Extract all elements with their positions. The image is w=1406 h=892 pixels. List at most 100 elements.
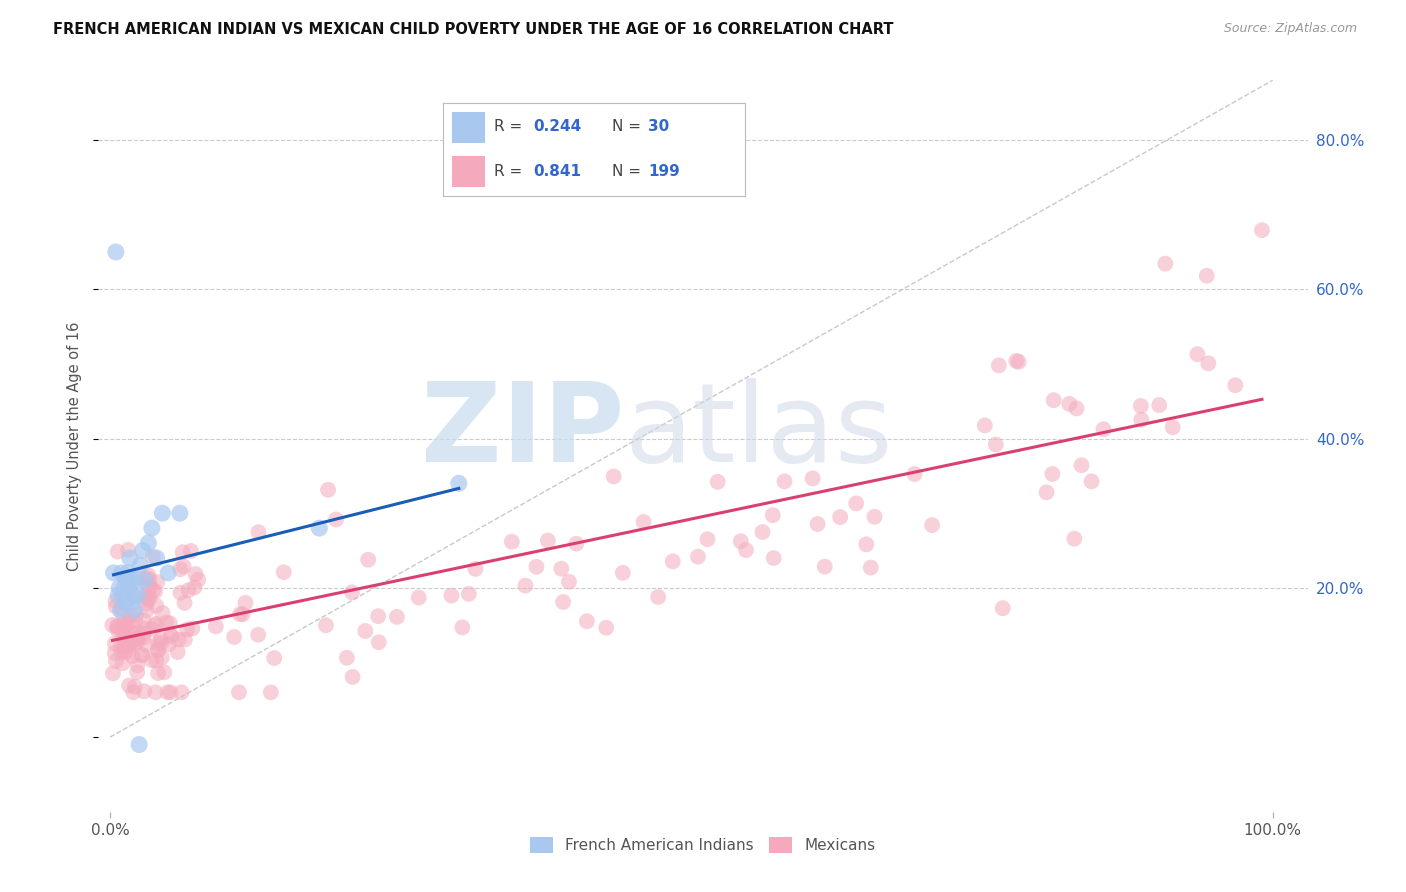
Point bbox=[987, 359, 1010, 373]
Text: atlas: atlas bbox=[624, 378, 893, 485]
Point bbox=[124, 614, 146, 628]
Point bbox=[1066, 401, 1088, 416]
Point bbox=[114, 644, 136, 658]
Point bbox=[172, 545, 194, 559]
Point bbox=[111, 601, 134, 615]
Point bbox=[153, 665, 176, 680]
Point bbox=[173, 632, 195, 647]
Point bbox=[114, 619, 136, 633]
Point bbox=[107, 544, 129, 558]
Point bbox=[565, 537, 588, 551]
Point bbox=[127, 631, 149, 645]
Point bbox=[129, 558, 152, 573]
Point bbox=[447, 476, 470, 491]
Point bbox=[1059, 397, 1081, 411]
Point bbox=[537, 533, 560, 548]
Point bbox=[921, 518, 943, 533]
Point bbox=[135, 603, 157, 617]
Point bbox=[127, 665, 149, 680]
Point bbox=[111, 623, 134, 637]
Point bbox=[173, 596, 195, 610]
Point bbox=[1147, 398, 1170, 412]
Point bbox=[117, 543, 139, 558]
Point bbox=[169, 562, 191, 576]
Point bbox=[260, 685, 283, 699]
Point bbox=[385, 610, 408, 624]
Point bbox=[132, 626, 155, 640]
Point bbox=[863, 509, 886, 524]
Point bbox=[1154, 257, 1177, 271]
Point bbox=[121, 649, 143, 664]
Text: ZIP: ZIP bbox=[420, 378, 624, 485]
Legend: French American Indians, Mexicans: French American Indians, Mexicans bbox=[524, 830, 882, 859]
Point bbox=[315, 618, 337, 632]
Point bbox=[145, 599, 167, 613]
Point bbox=[145, 551, 167, 566]
Point bbox=[575, 615, 598, 629]
Point bbox=[118, 678, 141, 692]
Point bbox=[122, 589, 145, 603]
Text: R =: R = bbox=[495, 120, 527, 135]
Bar bbox=[451, 112, 485, 143]
Point bbox=[612, 566, 634, 580]
Point bbox=[115, 570, 138, 584]
Point bbox=[118, 608, 141, 623]
Point bbox=[157, 566, 180, 580]
Point bbox=[122, 588, 145, 602]
Point bbox=[224, 630, 246, 644]
Point bbox=[1129, 399, 1152, 413]
Point bbox=[150, 506, 173, 520]
Point bbox=[117, 566, 139, 580]
Point bbox=[124, 603, 146, 617]
Text: N =: N = bbox=[612, 164, 645, 179]
Point bbox=[131, 543, 153, 558]
Point bbox=[553, 595, 575, 609]
Point bbox=[104, 646, 127, 660]
Point bbox=[111, 588, 134, 602]
Point bbox=[135, 591, 157, 605]
Point bbox=[146, 637, 169, 651]
Point bbox=[762, 508, 785, 523]
Point bbox=[104, 654, 127, 668]
Point bbox=[146, 643, 169, 657]
Point bbox=[184, 567, 207, 582]
Point bbox=[247, 628, 270, 642]
Point bbox=[127, 588, 149, 602]
Point bbox=[142, 583, 165, 598]
Point bbox=[118, 581, 141, 595]
Point bbox=[1092, 422, 1115, 436]
Point bbox=[177, 583, 200, 598]
Point bbox=[1130, 413, 1153, 427]
Point bbox=[155, 615, 177, 630]
Point bbox=[1042, 393, 1064, 408]
Point bbox=[845, 496, 868, 510]
Text: N =: N = bbox=[612, 120, 645, 135]
Point bbox=[125, 608, 148, 623]
Point bbox=[115, 617, 138, 632]
Point bbox=[117, 645, 139, 659]
Point bbox=[110, 640, 132, 654]
Point bbox=[128, 738, 150, 752]
Point bbox=[806, 516, 828, 531]
Point bbox=[139, 579, 162, 593]
Point bbox=[138, 592, 160, 607]
Point bbox=[101, 618, 124, 632]
Point bbox=[121, 628, 143, 642]
Point bbox=[316, 483, 339, 497]
Point bbox=[357, 552, 380, 566]
Point bbox=[762, 551, 785, 566]
Point bbox=[124, 574, 146, 588]
Point bbox=[104, 637, 127, 651]
Point bbox=[187, 573, 209, 587]
Point bbox=[706, 475, 728, 489]
Point bbox=[1195, 268, 1218, 283]
Point bbox=[114, 596, 136, 610]
Point bbox=[991, 601, 1014, 615]
Point bbox=[120, 574, 142, 588]
Point bbox=[127, 571, 149, 585]
Point bbox=[440, 589, 463, 603]
Point bbox=[156, 685, 179, 699]
Point bbox=[141, 521, 163, 535]
Point bbox=[308, 521, 330, 535]
Point bbox=[124, 680, 146, 694]
